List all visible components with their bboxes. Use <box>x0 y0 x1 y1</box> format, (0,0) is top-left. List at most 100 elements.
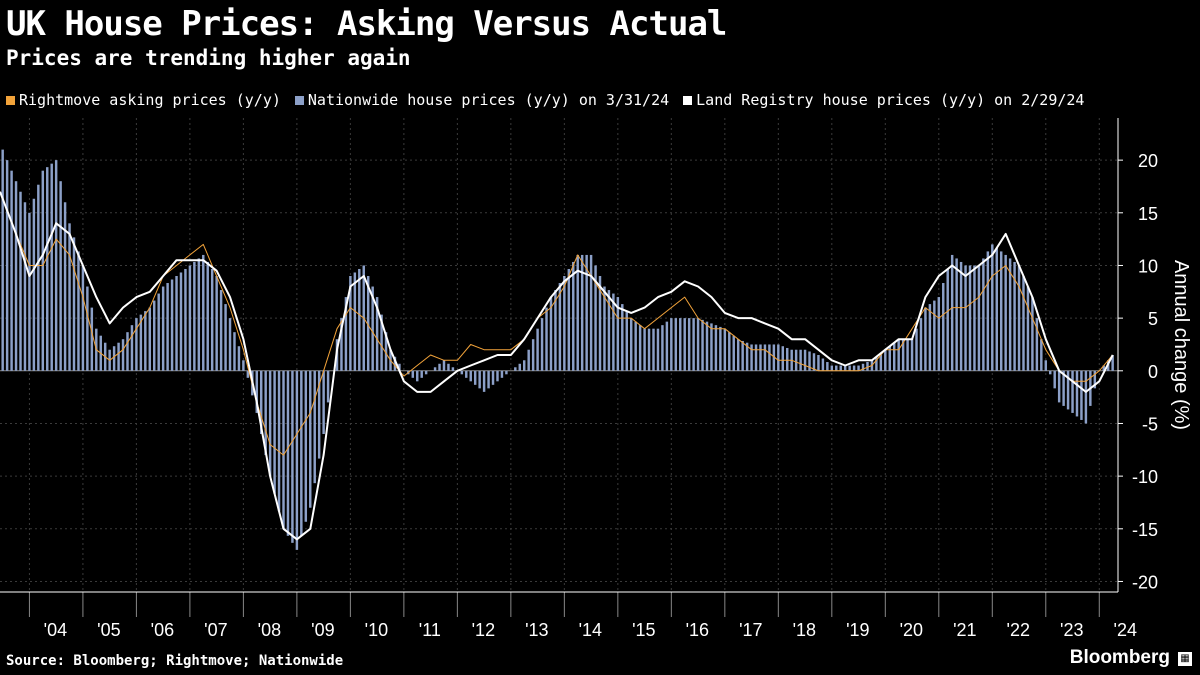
nationwide-bar <box>304 370 308 522</box>
nationwide-bar <box>259 370 263 434</box>
nationwide-bar <box>830 365 834 371</box>
nationwide-bar <box>277 370 281 512</box>
nationwide-bar <box>897 339 900 371</box>
nationwide-bar <box>416 370 419 382</box>
nationwide-bar <box>86 286 89 371</box>
nationwide-bar <box>772 344 776 371</box>
nationwide-bar <box>670 318 673 371</box>
nationwide-bar <box>937 297 941 371</box>
nationwide-bar <box>37 184 40 371</box>
nationwide-bar <box>924 307 927 371</box>
x-tick-label: '13 <box>525 620 548 640</box>
nationwide-bar <box>995 247 998 371</box>
nationwide-bar <box>977 265 981 371</box>
nationwide-bar <box>736 339 740 371</box>
nationwide-bar <box>567 268 571 371</box>
nationwide-bar <box>273 370 276 494</box>
nationwide-bar <box>282 370 285 529</box>
nationwide-bar <box>491 370 495 385</box>
nationwide-bar <box>621 304 624 371</box>
nationwide-bar <box>371 286 374 371</box>
axes: 20 15 10 5 0 -5 -10 -15 -20 '04 '05 '06 '07 '08 '09 '10… <box>0 118 1192 640</box>
series-lines <box>0 191 1114 541</box>
nationwide-bar <box>28 212 31 371</box>
nationwide-bar <box>228 318 232 371</box>
nationwide-bar <box>375 297 379 371</box>
nationwide-bar <box>915 328 918 371</box>
nationwide-bar <box>1093 370 1097 389</box>
nationwide-bar <box>59 181 62 371</box>
x-tick-label: '22 <box>1007 620 1030 640</box>
nationwide-bar <box>763 344 767 371</box>
nationwide-bar <box>580 254 584 371</box>
nationwide-bar <box>968 265 972 371</box>
nationwide-bar <box>447 363 450 371</box>
nationwide-bar <box>955 258 958 371</box>
nationwide-bar <box>1111 355 1114 371</box>
nationwide-bar <box>117 342 120 371</box>
nationwide-bar <box>692 318 695 371</box>
nationwide-bar <box>817 355 820 371</box>
nationwide-bar <box>942 283 945 371</box>
nationwide-bar <box>514 367 517 371</box>
nationwide-bar <box>598 276 602 371</box>
nationwide-bar <box>723 328 727 371</box>
nationwide-bar <box>928 304 932 371</box>
nationwide-bar <box>1044 360 1048 371</box>
legend-label-land-registry: Land Registry house prices (y/y) on 2/29… <box>696 91 1085 109</box>
nationwide-bar <box>647 328 651 371</box>
nationwide-bar <box>794 349 798 371</box>
nationwide-bar <box>696 318 700 371</box>
nationwide-bar <box>349 276 352 371</box>
nationwide-bar <box>808 351 811 371</box>
nationwide-bar <box>63 202 67 371</box>
y-tick-label: 0 <box>1148 362 1158 382</box>
nationwide-bar <box>121 339 125 371</box>
nationwide-bar <box>964 265 967 371</box>
nationwide-bar <box>161 286 165 371</box>
nationwide-bar <box>705 321 709 371</box>
nationwide-bar <box>398 363 401 371</box>
nationwide-bar <box>634 321 637 371</box>
nationwide-bar <box>166 283 169 371</box>
chart-area: 20 15 10 5 0 -5 -10 -15 -20 '04 '05 '06 '07 '08 '09 '10… <box>0 118 1192 640</box>
nationwide-bar <box>576 254 579 371</box>
nationwide-bar <box>612 293 615 371</box>
nationwide-bar <box>188 265 192 371</box>
nationwide-bar <box>206 261 209 371</box>
chart-title: UK House Prices: Asking Versus Actual <box>6 4 727 44</box>
nationwide-bar <box>710 323 713 371</box>
nationwide-bar <box>540 318 544 371</box>
nationwide-bar <box>157 293 160 371</box>
nationwide-bar <box>1035 318 1039 371</box>
nationwide-bar <box>906 339 909 371</box>
nationwide-bar <box>144 311 147 371</box>
nationwide-bar <box>531 339 535 371</box>
legend-label-nationwide: Nationwide house prices (y/y) on 3/31/24 <box>307 91 670 109</box>
x-tick-label: '19 <box>846 620 869 640</box>
nationwide-bar <box>19 191 22 371</box>
nationwide-bar <box>652 328 655 371</box>
nationwide-bar <box>750 344 753 371</box>
nationwide-bar <box>888 346 891 371</box>
nationwide-bar <box>1062 370 1065 406</box>
nationwide-bar <box>786 347 789 371</box>
nationwide-bar <box>242 360 245 371</box>
nationwide-bar <box>54 160 58 371</box>
nationwide-bar <box>919 318 923 371</box>
nationwide-bar <box>384 332 388 371</box>
nationwide-bar <box>482 370 486 392</box>
nationwide-bar <box>843 365 847 371</box>
nationwide-bar <box>803 349 807 371</box>
nationwide-bar <box>986 251 990 371</box>
x-tick-label: '14 <box>579 620 602 640</box>
nationwide-bar <box>175 276 178 371</box>
nationwide-bar <box>545 307 548 371</box>
nationwide-bar <box>1080 370 1083 420</box>
nationwide-bar <box>1102 365 1105 371</box>
nationwide-bar <box>500 370 504 378</box>
nationwide-bar <box>1031 297 1034 371</box>
nationwide-bar <box>999 251 1003 371</box>
bloomberg-logo: Bloomberg <box>1069 647 1170 668</box>
nationwide-bar <box>848 365 851 371</box>
